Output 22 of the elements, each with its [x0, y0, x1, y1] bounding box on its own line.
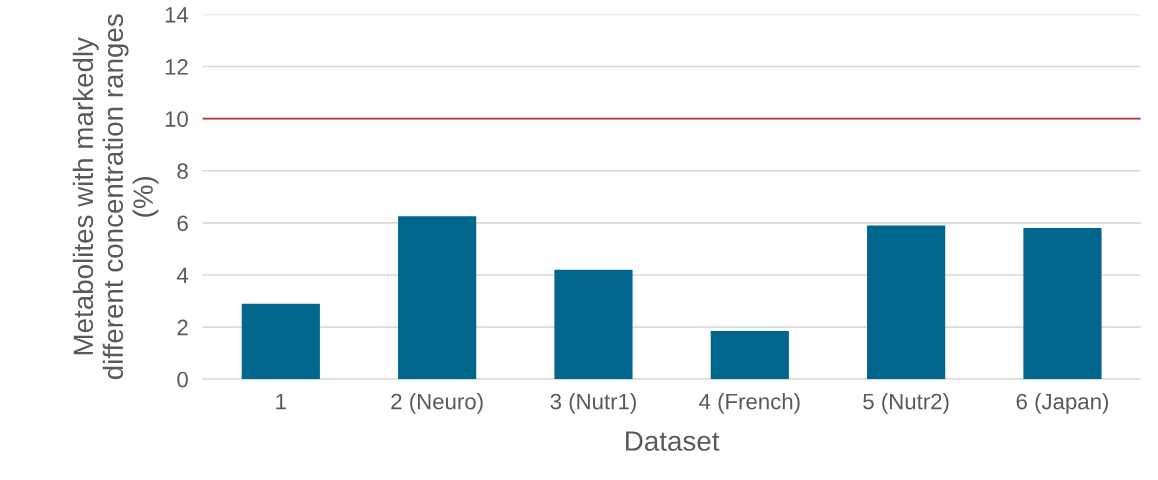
- y-tick-label: 8: [177, 163, 188, 180]
- y-tick-label: 2: [177, 319, 188, 336]
- x-tick-label: 2 (Neuro): [391, 393, 483, 414]
- y-tick-label: 12: [165, 59, 188, 75]
- x-tick-label: 3 (Nutr1): [550, 393, 636, 414]
- y-tick-label: 6: [177, 215, 188, 232]
- bar: [867, 225, 946, 380]
- x-tick-label: 6 (Japan): [1016, 393, 1109, 414]
- y-axis-title: Metabolites with markedly different concentration ranges (%): [72, 14, 159, 380]
- x-tick-label: 1: [276, 393, 286, 410]
- bar: [241, 303, 320, 380]
- bar: [1023, 228, 1102, 380]
- y-tick-label: 4: [176, 267, 189, 284]
- x-axis-title: Dataset: [626, 431, 720, 451]
- x-tick-label: 4 (French): [699, 393, 800, 414]
- y-tick-label: 0: [177, 371, 188, 388]
- bar: [710, 330, 789, 380]
- bar: [398, 216, 477, 380]
- y-tick-label: 14: [165, 7, 189, 23]
- bar: [554, 269, 633, 380]
- y-tick-label: 10: [165, 111, 188, 127]
- x-tick-label: 5 (Nutr2): [863, 393, 949, 414]
